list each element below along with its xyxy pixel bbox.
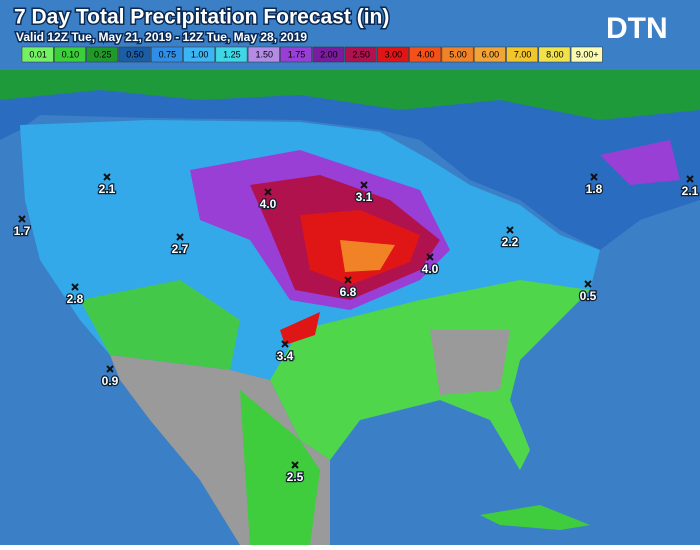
point-marker: [71, 283, 79, 291]
point-label: 3.4: [277, 349, 294, 363]
legend-swatch: [150, 46, 183, 63]
point-marker: [106, 365, 114, 373]
point-label: 2.1: [99, 182, 116, 196]
mexico-green: [240, 390, 320, 545]
point-marker: [103, 173, 111, 181]
legend-label: 4.00: [417, 49, 435, 59]
legend-label: 8.00: [546, 49, 564, 59]
point-marker: [344, 276, 352, 284]
legend-label: 0.75: [159, 49, 177, 59]
legend-label: 9.00+: [576, 49, 599, 59]
point-marker: [506, 226, 514, 234]
point-marker: [426, 253, 434, 261]
legend-label: 7.00: [514, 49, 532, 59]
legend-label: 1.00: [191, 49, 209, 59]
point-label: 4.0: [260, 197, 277, 211]
point-label: 2.5: [287, 470, 304, 484]
legend-swatch: [570, 46, 603, 63]
legend-swatch: [538, 46, 571, 63]
legend-swatch: [506, 46, 539, 63]
point-marker: [360, 181, 368, 189]
legend-swatch: [280, 46, 312, 63]
logo: DTN: [606, 12, 668, 45]
point-label: 2.1: [682, 184, 699, 198]
point-label: 1.7: [14, 224, 31, 238]
point-marker: [291, 461, 299, 469]
point-label: 2.2: [502, 235, 519, 249]
point-marker: [686, 175, 694, 183]
point-label: 1.8: [586, 182, 603, 196]
legend-label: 1.75: [288, 49, 306, 59]
legend-label: 6.00: [482, 49, 500, 59]
legend-label: 5.00: [449, 49, 467, 59]
land-north-green: [0, 70, 700, 120]
precip-red-tx: [280, 312, 320, 345]
point-marker: [590, 173, 598, 181]
legend-label: 2.00: [320, 49, 338, 59]
point-label: 3.1: [356, 190, 373, 204]
legend-label: 0.01: [29, 49, 47, 59]
point-marker: [281, 340, 289, 348]
legend-swatch: [377, 46, 409, 63]
legend-swatch: [473, 46, 506, 63]
legend-swatch: [441, 46, 474, 63]
land-north: [0, 70, 700, 250]
point-labels: 2.1 1.7 2.7 2.8 4.0 3.1 6.8 4.0 2.2 1.8 2.1 0.5 3.4 0…: [12, 173, 700, 485]
land-cuba: [480, 505, 590, 530]
point-marker: [264, 188, 272, 196]
land-southwest: [80, 280, 240, 370]
legend-swatch: [247, 46, 280, 63]
legend-swatch: [215, 46, 248, 63]
point-marker: [584, 280, 592, 288]
legend-swatch: [21, 46, 54, 63]
legend-label: 1.25: [223, 49, 241, 59]
legend-label: 3.00: [385, 49, 403, 59]
title: 7 Day Total Precipitation Forecast (in): [14, 6, 389, 29]
point-marker: [176, 233, 184, 241]
legend: 0.01 0.10 0.25 0.50 0.75 1.00 1.25 1.50 1.75 2.00…: [21, 46, 603, 63]
legend-label: 2.50: [352, 49, 370, 59]
point-marker: [18, 215, 26, 223]
dry-southeast: [430, 330, 510, 395]
legend-swatch: [86, 46, 119, 63]
legend-swatch: [409, 46, 442, 63]
point-label: 0.5: [580, 289, 597, 303]
legend-swatch: [312, 46, 345, 63]
point-label: 6.8: [340, 285, 357, 299]
point-label: 0.9: [102, 374, 119, 388]
legend-label: 0.10: [62, 49, 80, 59]
precip-northeast: [600, 140, 680, 185]
precip-orange: [340, 240, 395, 272]
legend-label: 0.50: [126, 49, 144, 59]
legend-swatch: [183, 46, 216, 63]
point-label: 2.7: [172, 242, 189, 256]
legend-swatch: [118, 46, 151, 63]
point-label: 4.0: [422, 262, 439, 276]
valid-time: Valid 12Z Tue, May 21, 2019 - 12Z Tue, M…: [16, 30, 307, 44]
legend-label: 1.50: [255, 49, 273, 59]
legend-label: 0.25: [94, 49, 112, 59]
land-south-green: [270, 280, 590, 470]
legend-swatch: [344, 46, 377, 63]
point-label: 2.8: [67, 292, 84, 306]
legend-swatch: [54, 46, 86, 63]
